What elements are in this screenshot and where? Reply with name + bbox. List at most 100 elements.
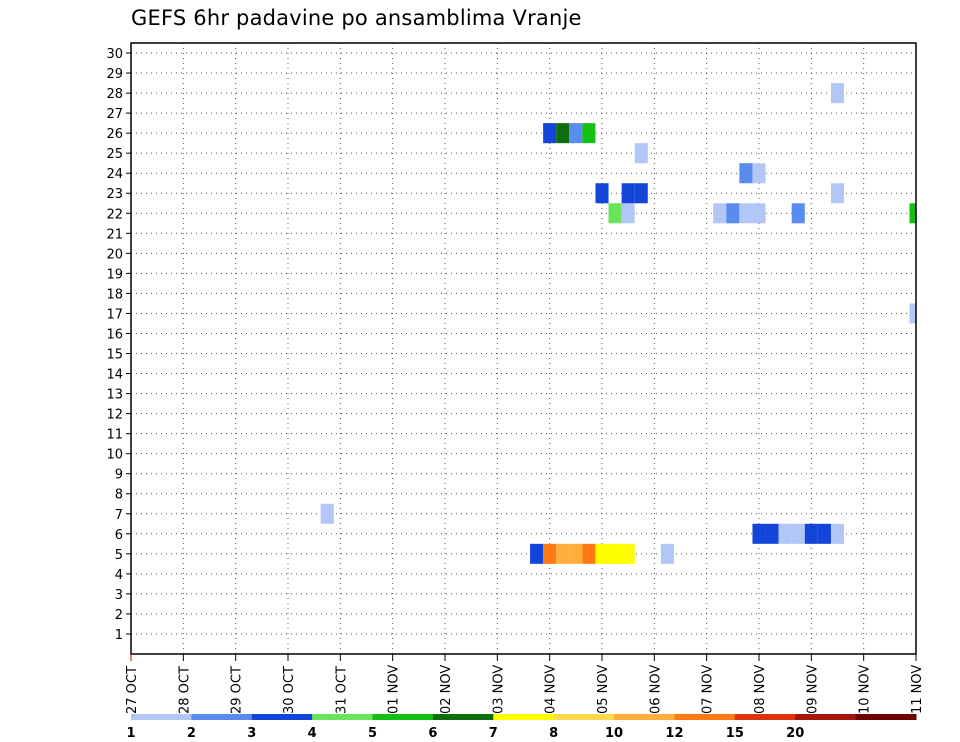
precip-cell — [791, 203, 805, 224]
y-tick-label: 5 — [115, 548, 123, 563]
y-tick-label: 20 — [106, 247, 123, 262]
y-tick-label: 10 — [106, 448, 123, 463]
y-tick-label: 28 — [106, 87, 123, 102]
precip-cell — [556, 543, 570, 564]
axes: 1234567891011121314151617181920212223242… — [106, 47, 925, 714]
precip-cell — [909, 203, 916, 224]
y-tick-label: 23 — [106, 187, 123, 202]
precip-cell — [621, 543, 635, 564]
precip-cell — [608, 543, 622, 564]
colorbar-label: 5 — [368, 726, 377, 741]
precip-cell — [830, 183, 845, 204]
precip-cell — [752, 523, 766, 544]
precip-cell — [530, 543, 544, 564]
precip-cell — [791, 523, 805, 544]
precip-cell — [660, 543, 674, 564]
y-tick-label: 3 — [115, 588, 123, 603]
precipitation-cells — [320, 83, 916, 564]
colorbar-label: 8 — [549, 726, 558, 741]
y-tick-label: 25 — [106, 147, 123, 162]
x-tick-label: 03 NOV — [491, 665, 506, 714]
y-tick-label: 11 — [106, 428, 123, 443]
colorbar-swatch — [795, 714, 857, 720]
precip-cell — [543, 123, 557, 144]
precip-cell — [595, 543, 609, 564]
precip-cell — [752, 203, 766, 224]
x-tick-label: 27 OCT — [125, 666, 140, 714]
x-tick-label: 30 OCT — [282, 666, 297, 714]
colorbar-label: 4 — [308, 726, 317, 741]
x-tick-label: 10 NOV — [858, 665, 873, 714]
x-tick-label: 29 OCT — [230, 666, 245, 714]
y-tick-label: 15 — [106, 348, 123, 363]
precip-cell — [830, 523, 845, 544]
x-tick-label: 02 NOV — [439, 665, 454, 714]
x-tick-label: 09 NOV — [805, 665, 820, 714]
x-tick-label: 07 NOV — [701, 665, 716, 714]
y-tick-label: 13 — [106, 388, 123, 403]
colorbar-swatch — [855, 714, 917, 720]
y-tick-label: 7 — [115, 508, 123, 523]
y-tick-label: 2 — [115, 608, 123, 623]
x-tick-label: 28 OCT — [177, 666, 192, 714]
y-tick-label: 26 — [106, 127, 123, 142]
precip-cell — [739, 203, 753, 224]
colorbar-swatch — [251, 714, 313, 720]
precip-cell — [582, 123, 596, 144]
x-tick-label: 08 NOV — [753, 665, 768, 714]
y-tick-label: 22 — [106, 207, 123, 222]
colorbar-label: 2 — [187, 726, 196, 741]
plot-frame — [130, 42, 917, 655]
y-tick-label: 1 — [115, 628, 123, 643]
x-tick-label: 31 OCT — [334, 666, 349, 714]
chart-title: GEFS 6hr padavine po ansamblima Vranje — [131, 6, 582, 30]
precip-cell — [634, 143, 648, 164]
y-tick-label: 16 — [106, 327, 123, 342]
colorbar-label: 3 — [247, 726, 256, 741]
colorbar-label: 1 — [126, 726, 135, 741]
precip-cell — [569, 123, 583, 144]
colorbar-swatch — [432, 714, 494, 720]
x-tick-label: 06 NOV — [648, 665, 663, 714]
x-tick-label: 01 NOV — [387, 665, 402, 714]
precip-cell — [817, 523, 831, 544]
colorbar-swatch — [614, 714, 675, 720]
y-tick-label: 6 — [115, 528, 123, 543]
precip-cell — [543, 543, 557, 564]
colorbar-label: 12 — [665, 726, 683, 741]
precip-cell — [765, 523, 779, 544]
y-tick-label: 4 — [115, 568, 123, 583]
y-tick-label: 12 — [106, 408, 123, 423]
x-tick-label: 11 NOV — [910, 665, 925, 714]
colorbar-swatch — [553, 714, 615, 720]
colorbar-swatch — [674, 714, 736, 720]
precip-cell — [608, 203, 622, 224]
precip-cell — [804, 523, 818, 544]
y-tick-label: 8 — [115, 488, 123, 503]
colorbar-swatch — [372, 714, 434, 720]
precip-cell — [713, 203, 727, 224]
colorbar-swatch — [734, 714, 796, 720]
precip-cell — [830, 83, 845, 104]
grid-lines — [131, 43, 916, 654]
x-tick-label: 05 NOV — [596, 665, 611, 714]
y-tick-label: 24 — [106, 167, 123, 182]
y-tick-label: 14 — [106, 368, 123, 383]
y-tick-label: 30 — [106, 47, 123, 62]
y-tick-label: 21 — [106, 227, 123, 242]
precip-cell — [739, 163, 753, 184]
precip-cell — [556, 123, 570, 144]
colorbar-label: 6 — [428, 726, 437, 741]
colorbar-label: 10 — [605, 726, 623, 741]
precip-cell — [634, 183, 648, 204]
precip-cell — [569, 543, 583, 564]
precip-cell — [595, 183, 609, 204]
colorbar-swatch — [493, 714, 555, 720]
precip-cell — [320, 503, 334, 524]
precip-cell — [582, 543, 596, 564]
y-tick-label: 18 — [106, 287, 123, 302]
y-tick-label: 17 — [106, 307, 123, 322]
colorbar-label: 7 — [489, 726, 498, 741]
colorbar-swatch — [312, 714, 374, 720]
